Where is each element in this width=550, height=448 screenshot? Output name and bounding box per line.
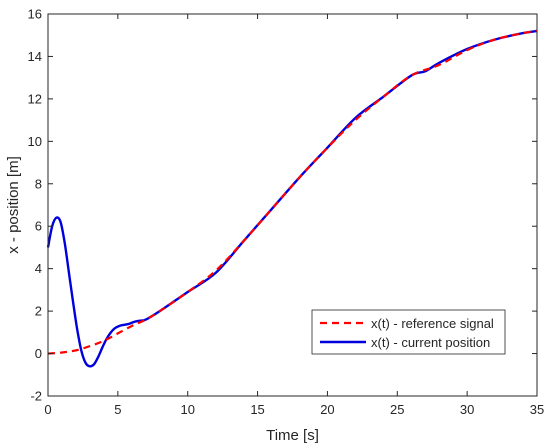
- y-tick-label: 10: [28, 134, 42, 149]
- series-line-reference: [47, 29, 538, 355]
- y-tick-label: 8: [35, 176, 42, 191]
- y-tick-label: 12: [28, 91, 42, 106]
- x-axis: 0 5 10 15 20 25 30 35: [44, 14, 544, 417]
- y-tick-label: 14: [28, 49, 42, 64]
- x-tick-label: 10: [180, 402, 194, 417]
- legend-box: [311, 309, 506, 355]
- y-tick-label: -2: [30, 389, 42, 404]
- x-axis-title: Time [s]: [266, 427, 319, 444]
- x-tick-label: 5: [114, 402, 121, 417]
- legend-label-reference: x(t) - reference signal: [371, 316, 494, 331]
- x-tick-label: 15: [250, 402, 264, 417]
- y-axis: -2 0 2 4 6 8 10 12 14 16: [28, 7, 537, 404]
- y-tick-label: 4: [35, 261, 42, 276]
- legend-label-current: x(t) - current position: [371, 335, 490, 350]
- plot-box: [47, 13, 538, 397]
- x-tick-label: 20: [320, 402, 334, 417]
- y-tick-label: 16: [28, 7, 42, 22]
- x-tick-label: 0: [44, 402, 51, 417]
- y-axis-title: x - position [m]: [5, 156, 22, 254]
- x-tick-label: 30: [460, 402, 474, 417]
- y-tick-label: 6: [35, 219, 42, 234]
- series-layer: [46, 29, 538, 368]
- y-tick-label: 0: [35, 346, 42, 361]
- y-tick-label: 2: [35, 304, 42, 319]
- x-tick-label: 35: [530, 402, 544, 417]
- x-tick-label: 25: [390, 402, 404, 417]
- legend: x(t) - reference signal x(t) - current p…: [311, 309, 506, 355]
